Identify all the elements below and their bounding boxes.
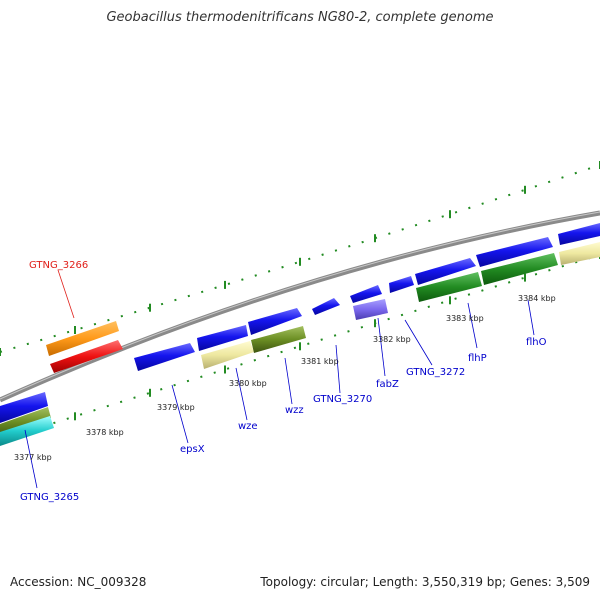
forward-strand-features (46, 223, 600, 356)
inner-tick-track (0, 251, 600, 444)
outer-tick-track (0, 161, 600, 356)
scale-labels: 3377 kbp 3378 kbp 3379 kbp 3380 kbp 3381… (14, 294, 556, 462)
scale-label-3378: 3378 kbp (86, 428, 124, 437)
gene-feature-right-khaki[interactable] (559, 242, 600, 265)
gene-label-gtng3270[interactable]: GTNG_3270 (313, 394, 372, 405)
inner-major-ticks (0, 251, 600, 444)
gene-feature-gtng3272[interactable] (389, 276, 414, 293)
leader-wzz (284, 357, 293, 405)
gene-label-epsx[interactable]: epsX (180, 444, 205, 455)
scale-label-3382: 3382 kbp (373, 335, 411, 344)
gene-feature-gtng3266-red[interactable] (50, 340, 123, 373)
gene-label-fabz[interactable]: fabZ (376, 379, 399, 390)
gene-label-wzz[interactable]: wzz (285, 405, 304, 416)
gene-feature-wzz[interactable] (248, 308, 302, 335)
leader-gtng3265 (24, 429, 38, 489)
leader-fabz (377, 317, 386, 377)
label-leader-lines (24, 269, 535, 489)
leader-flho (527, 299, 535, 336)
gene-feature-left-blue[interactable] (0, 392, 48, 423)
gene-feature-wze[interactable] (197, 325, 248, 351)
gene-feature-flhp[interactable] (415, 258, 476, 285)
gene-label-gtng3272[interactable]: GTNG_3272 (406, 367, 465, 378)
scale-label-3381: 3381 kbp (301, 357, 339, 366)
accession-text: Accession: NC_009328 (10, 575, 147, 589)
gene-feature-fabz[interactable] (350, 285, 382, 303)
gene-feature-fabz-lavender[interactable] (353, 299, 388, 320)
gene-label-gtng3266[interactable]: GTNG_3266 (29, 260, 88, 271)
scale-label-3379: 3379 kbp (157, 403, 195, 412)
gene-labels: GTNG_3266 GTNG_3265 epsX wze wzz GTNG_32… (20, 260, 547, 503)
scale-label-3377: 3377 kbp (14, 453, 52, 462)
gene-feature-gtng3270[interactable] (312, 298, 340, 315)
genome-summary-text: Topology: circular; Length: 3,550,319 bp… (260, 575, 590, 589)
gene-label-flho[interactable]: flhO (526, 337, 547, 348)
gene-feature-epsx[interactable] (134, 343, 195, 371)
gene-label-flhp[interactable]: flhP (468, 353, 487, 364)
gene-feature-wzz-olive[interactable] (251, 326, 306, 353)
genome-backbone (0, 210, 600, 403)
scale-label-3383: 3383 kbp (446, 314, 484, 323)
leader-epsx (171, 384, 189, 444)
map-title: Geobacillus thermodenitrificans NG80-2, … (106, 10, 494, 25)
scale-label-3380: 3380 kbp (229, 379, 267, 388)
gene-feature-left-cyan[interactable] (0, 416, 54, 446)
genome-backbone-highlight (0, 211, 600, 400)
leader-flhp (467, 302, 478, 349)
gene-feature-flho[interactable] (476, 237, 553, 267)
gene-feature-wze-khaki[interactable] (201, 341, 254, 369)
reverse-strand-features (0, 242, 600, 446)
leader-gtng3266 (57, 269, 75, 319)
scale-label-3384: 3384 kbp (518, 294, 556, 303)
gene-feature-flho-green[interactable] (481, 253, 558, 285)
outer-major-ticks (0, 161, 600, 356)
leader-gtng3272 (404, 319, 433, 366)
leader-gtng3270 (335, 344, 341, 394)
gene-feature-gtng3272-green[interactable] (416, 272, 482, 302)
leader-wze (235, 367, 248, 421)
gene-feature-gtng3266-orange[interactable] (46, 321, 119, 356)
gene-feature-right-edge[interactable] (558, 223, 600, 245)
gene-label-wze[interactable]: wze (238, 421, 258, 432)
gene-label-gtng3265[interactable]: GTNG_3265 (20, 492, 79, 503)
